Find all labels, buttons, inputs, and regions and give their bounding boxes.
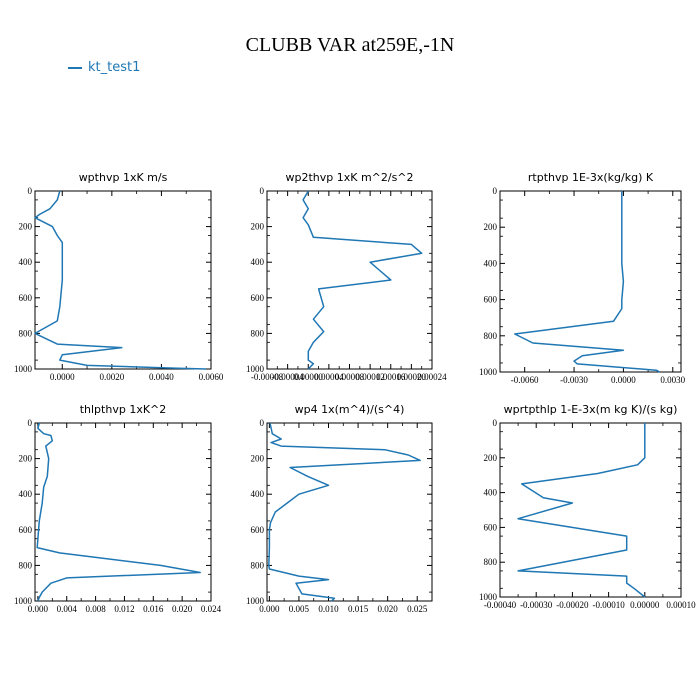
panel-6-ytick-label: 1000 [479, 592, 498, 602]
panel-6-xtick-label: 0.00000 [630, 600, 660, 610]
panel-4-ytick-label: 1000 [14, 596, 33, 606]
panel-3-xtick-label: 0.0000 [611, 375, 636, 385]
panel-2-xtick-label: -0.00004 [272, 372, 305, 382]
panel-1-frame [34, 190, 212, 370]
panel-5-xtick-label: 0.010 [318, 604, 339, 614]
panel-2-xtick-label: 0.00004 [314, 372, 344, 382]
panel-2-title: wp2thvp 1xK m^2/s^2 [285, 171, 413, 184]
panel-4-xtick-label: 0.000 [28, 604, 49, 614]
panel-2-series-line [302, 190, 423, 370]
panel-5-xtick-label: 0.025 [407, 604, 428, 614]
panel-6-series-line [517, 423, 646, 598]
panel-1-ytick-label: 1000 [14, 364, 33, 374]
panel-5-xtick-label: 0.005 [289, 604, 310, 614]
panel-4-xtick-label: 0.024 [201, 604, 222, 614]
panel-3-ytick-label: 200 [484, 222, 498, 232]
panel-4-ytick-label: 0 [28, 418, 33, 428]
panel-1-ytick-label: 800 [19, 328, 33, 338]
panel-3-xtick-label: -0.0030 [560, 375, 588, 385]
panel-6-xtick-label: -0.00020 [556, 600, 589, 610]
panel-6-ytick-label: 400 [484, 488, 498, 498]
panel-4-xtick-label: 0.012 [114, 604, 134, 614]
panel-5-ytick-label: 400 [251, 489, 265, 499]
panel-3-title: rtpthvp 1E-3x(kg/kg) K [528, 171, 654, 184]
panel-2-ytick-label: 800 [251, 328, 265, 338]
panel-3-ytick-label: 1000 [479, 367, 498, 377]
panel-3-ytick-label: 800 [484, 331, 498, 341]
panel-5-ytick-label: 0 [260, 418, 265, 428]
panel-6-title: wprtpthlp 1-E-3x(m kg K)/(s kg) [504, 403, 678, 416]
panel-1-ytick-label: 400 [19, 257, 33, 267]
panel-5-xtick-label: 0.020 [378, 604, 399, 614]
panel-5-frame [266, 422, 433, 602]
panel-5-ytick-label: 800 [251, 560, 265, 570]
panel-6-ytick-label: 200 [484, 453, 498, 463]
panel-2-xtick-label: 0.00024 [417, 372, 447, 382]
panel-4-ytick-label: 600 [19, 525, 33, 535]
panel-1-ytick-label: 200 [19, 222, 33, 232]
panel-2-xtick-label: 0.00008 [335, 372, 365, 382]
panel-2-xtick-label: 0.00016 [376, 372, 406, 382]
panel-1-series-line [34, 190, 207, 370]
panel-5-ytick-label: 1000 [246, 596, 265, 606]
panel-6-xtick-label: -0.00010 [592, 600, 625, 610]
panel-2-ytick-label: 1000 [246, 364, 265, 374]
legend-label: kt_test1 [88, 60, 141, 75]
panel-6-ytick-label: 800 [484, 557, 498, 567]
panel-3-xtick-label: -0.0060 [511, 375, 539, 385]
panel-1-ytick-label: 0 [28, 186, 33, 196]
panel-6-xtick-label: 0.00010 [666, 600, 696, 610]
panel-1-xtick-label: 0.0040 [149, 372, 174, 382]
panel-1-title: wpthvp 1xK m/s [79, 171, 168, 184]
panel-3-frame [499, 190, 682, 373]
figure-title: CLUBB VAR at259E,-1N [245, 34, 455, 56]
legend-line-swatch [68, 66, 82, 69]
panel-1-xtick-label: 0.0060 [199, 372, 224, 382]
panel-1-xtick-label: 0.0000 [50, 372, 75, 382]
panel-2-xtick-label: 0.00012 [356, 372, 385, 382]
panel-4-xtick-label: 0.004 [57, 604, 78, 614]
panel-2-frame [266, 190, 433, 370]
panel-6-xtick-label: -0.00030 [520, 600, 553, 610]
panel-2-ytick-label: 0 [260, 186, 265, 196]
panel-4-xtick-label: 0.020 [172, 604, 193, 614]
panel-6-xtick-label: -0.00040 [484, 600, 517, 610]
panel-5-title: wp4 1x(m^4)/(s^4) [295, 403, 405, 416]
panel-3-ytick-label: 600 [484, 295, 498, 305]
panel-4-ytick-label: 200 [19, 454, 33, 464]
panel-2-ytick-label: 400 [251, 257, 265, 267]
panel-5-xtick-label: 0.015 [348, 604, 369, 614]
panel-4-title: thlpthvp 1xK^2 [80, 403, 167, 416]
panel-4-frame [34, 422, 212, 602]
panel-2-xtick-label: 0.00000 [294, 372, 324, 382]
panel-4-series-line [36, 422, 201, 602]
panel-5-ytick-label: 200 [251, 454, 265, 464]
panel-2-xtick-label: 0.00020 [397, 372, 427, 382]
panel-3-xtick-label: 0.0030 [660, 375, 685, 385]
panel-4-ytick-label: 800 [19, 560, 33, 570]
panel-4-ytick-label: 400 [19, 489, 33, 499]
panel-5-ytick-label: 600 [251, 525, 265, 535]
panel-5-series-line [268, 422, 421, 602]
legend: kt_test1 [68, 60, 140, 75]
panel-2-xtick-label: -0.00008 [251, 372, 284, 382]
panel-1-ytick-label: 600 [19, 293, 33, 303]
panel-4-xtick-label: 0.008 [85, 604, 106, 614]
panel-3-ytick-label: 0 [493, 186, 498, 196]
panel-3-ytick-label: 400 [484, 258, 498, 268]
panel-6-ytick-label: 0 [493, 418, 498, 428]
panel-2-ytick-label: 200 [251, 222, 265, 232]
panel-3-series-line [514, 191, 660, 373]
panel-6-ytick-label: 600 [484, 522, 498, 532]
panel-5-xtick-label: 0.000 [259, 604, 280, 614]
panel-1-xtick-label: 0.0020 [99, 372, 124, 382]
panel-4-xtick-label: 0.016 [143, 604, 164, 614]
panel-2-ytick-label: 600 [251, 293, 265, 303]
